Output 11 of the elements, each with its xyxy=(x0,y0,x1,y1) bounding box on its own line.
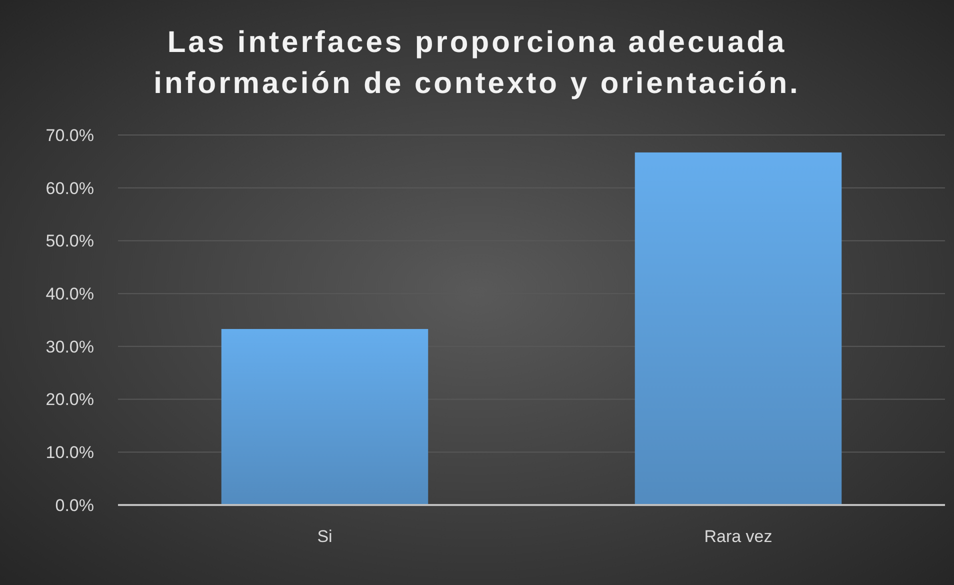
x-tick-label: Rara vez xyxy=(704,527,772,546)
y-tick-label: 20.0% xyxy=(46,390,94,410)
y-tick-label: 60.0% xyxy=(46,178,94,198)
y-tick-label: 0.0% xyxy=(55,496,94,515)
y-tick-label: 50.0% xyxy=(46,232,94,251)
x-tick-label: Si xyxy=(317,527,332,546)
chart-title: Las interfaces proporciona adecuada información de contexto y orientación. xyxy=(154,26,800,100)
y-tick-label: 30.0% xyxy=(46,337,94,356)
y-tick-label: 40.0% xyxy=(46,284,94,304)
y-tick-label: 70.0% xyxy=(46,126,94,145)
y-tick-label: 10.0% xyxy=(46,443,94,462)
